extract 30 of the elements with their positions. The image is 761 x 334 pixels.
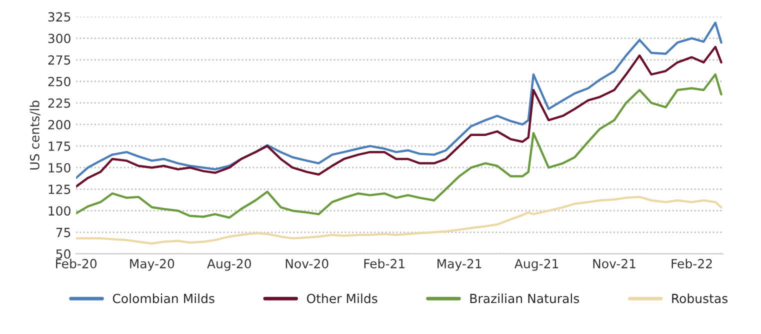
line-series [76, 196, 722, 245]
y-tick-label: 50 [56, 249, 70, 259]
y-tick-label: 325 [48, 12, 70, 22]
x-tick-label: Nov-20 [286, 258, 328, 268]
y-tick-label: 225 [48, 98, 70, 108]
line-series [76, 73, 722, 219]
y-axis-title: US cents/lb [30, 100, 40, 170]
x-tick-label: Feb-20 [56, 258, 97, 268]
y-tick-label: 175 [48, 142, 70, 151]
x-tick-label: Aug-20 [207, 258, 251, 271]
x-tick-label: May-20 [130, 258, 174, 271]
x-tick-label: Feb-21 [364, 258, 404, 268]
y-tick-label: 75 [56, 228, 70, 238]
y-tick-label: 250 [48, 76, 70, 86]
legend-label: Robustas [672, 294, 728, 304]
legend-label: Other Milds [306, 294, 378, 304]
y-tick-label: 125 [48, 184, 70, 194]
line-series [76, 22, 722, 180]
y-tick-label: 200 [48, 120, 70, 130]
y-tick-label: 300 [48, 34, 70, 44]
legend-label: Brazilian Naturals [470, 294, 580, 304]
x-tick-label: Aug-21 [514, 258, 558, 271]
x-tick-label: May-21 [438, 258, 482, 271]
x-tick-label: Nov-21 [593, 258, 636, 268]
x-tick-label: Feb-22 [672, 258, 712, 268]
line-series [76, 46, 722, 188]
y-tick-label: 150 [48, 163, 70, 173]
y-tick-label: 100 [48, 206, 70, 216]
y-tick-label: 275 [48, 55, 70, 65]
legend-label: Colombian Milds [112, 294, 214, 304]
